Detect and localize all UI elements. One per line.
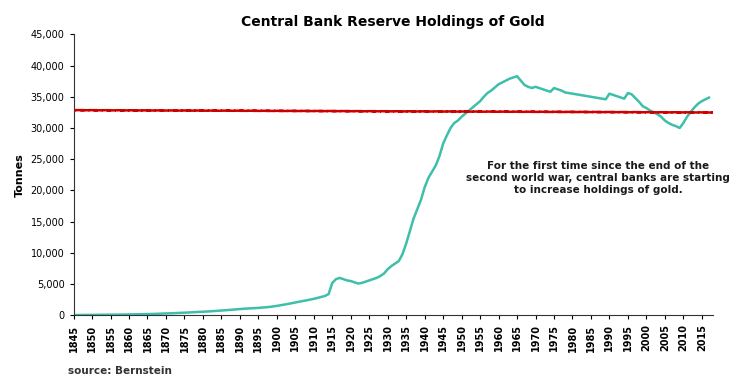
Y-axis label: Tonnes: Tonnes [15, 153, 25, 197]
Text: For the first time since the end of the
second world war, central banks are star: For the first time since the end of the … [467, 161, 730, 195]
Text: source: Bernstein: source: Bernstein [68, 366, 172, 376]
Title: Central Bank Reserve Holdings of Gold: Central Bank Reserve Holdings of Gold [242, 15, 545, 29]
